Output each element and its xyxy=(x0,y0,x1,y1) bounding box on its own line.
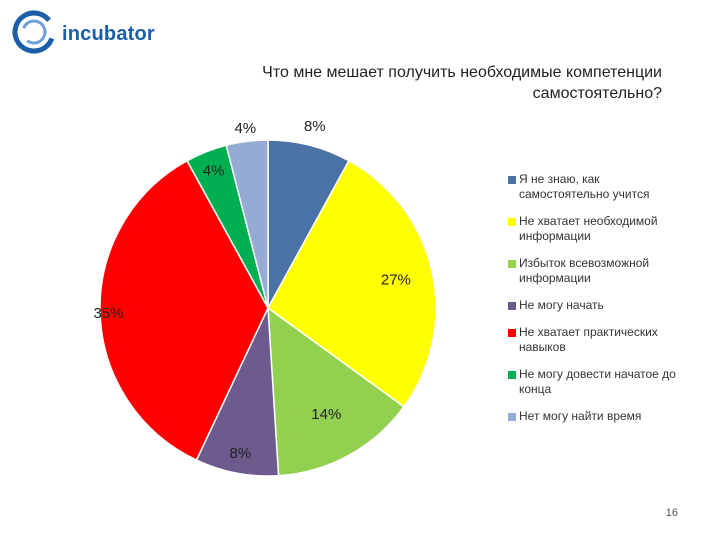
pie-data-label-7: 4% xyxy=(234,120,256,137)
pie-data-label-1: 8% xyxy=(304,118,326,135)
legend-swatch xyxy=(508,218,516,226)
pie-slice-5 xyxy=(99,159,269,462)
pie-data-label-6: 4% xyxy=(203,163,225,180)
pie-slice-2 xyxy=(267,159,437,408)
legend-label: Я не знаю, как самостоятельно учится xyxy=(519,172,650,201)
legend-swatch xyxy=(508,302,516,310)
legend-label: Не могу довести начатое до конца xyxy=(519,367,676,396)
legend-item-7: Нет могу найти время xyxy=(508,409,688,424)
legend-item-3: Избыток всевозможной информации xyxy=(508,256,688,286)
pie-data-label-3: 14% xyxy=(311,406,341,423)
legend-label: Не хватает практических навыков xyxy=(519,325,658,354)
legend-label: Не могу начать xyxy=(519,298,604,312)
chart-legend: Я не знаю, как самостоятельно учится Не х… xyxy=(508,172,688,436)
legend-item-6: Не могу довести начатое до конца xyxy=(508,367,688,397)
logo-text: incubator xyxy=(62,23,155,45)
legend-swatch xyxy=(508,260,516,268)
pie-data-label-5: 35% xyxy=(93,305,123,322)
incubator-logo: incubator xyxy=(12,10,172,60)
pie-slice-3 xyxy=(267,306,405,477)
legend-item-1: Я не знаю, как самостоятельно учится xyxy=(508,172,688,202)
pie-slice-7 xyxy=(225,139,269,309)
incubator-logo-icon xyxy=(12,10,56,54)
pie-data-label-2: 27% xyxy=(381,271,411,288)
legend-swatch xyxy=(508,176,516,184)
legend-item-5: Не хватает практических навыков xyxy=(508,325,688,355)
pie-data-label-4: 8% xyxy=(229,445,251,462)
legend-label: Нет могу найти время xyxy=(519,409,642,423)
legend-item-2: Не хватает необходимой информации xyxy=(508,214,688,244)
legend-swatch xyxy=(508,329,516,337)
legend-label: Не хватает необходимой информации xyxy=(519,214,658,243)
legend-item-4: Не могу начать xyxy=(508,298,688,313)
legend-swatch xyxy=(508,413,516,421)
legend-swatch xyxy=(508,371,516,379)
legend-label: Избыток всевозможной информации xyxy=(519,256,650,285)
chart-title: Что мне мешает получить необходимые комп… xyxy=(262,64,662,102)
page-number: 16 xyxy=(665,507,678,519)
